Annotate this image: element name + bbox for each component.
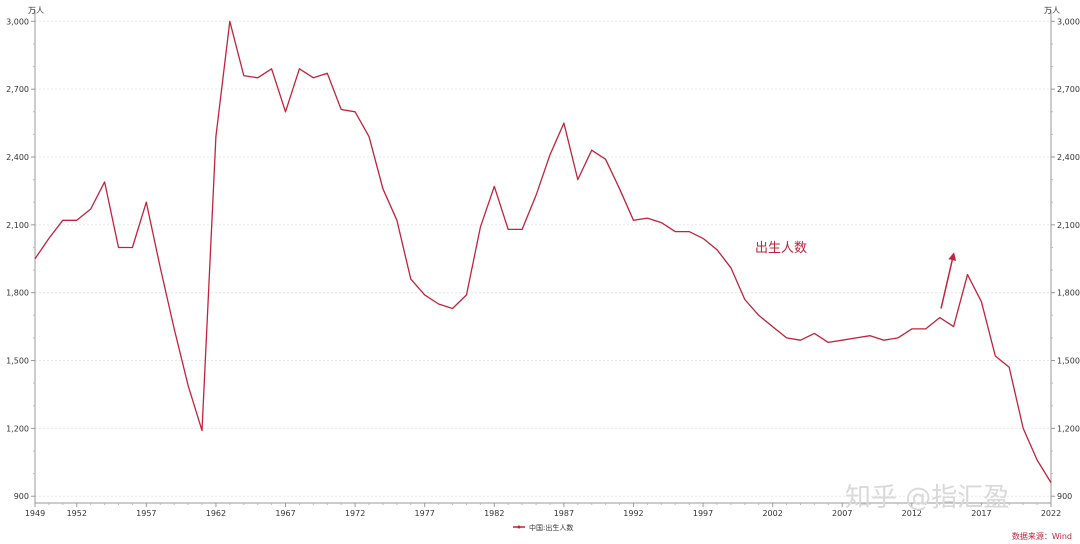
x-tick-label: 1957 <box>136 509 156 518</box>
x-tick-label: 1949 <box>25 509 45 518</box>
x-tick-label: 1952 <box>67 509 87 518</box>
right-tick-label: 1,500 <box>1057 357 1080 366</box>
right-axis-unit: 万人 <box>1044 6 1060 15</box>
right-tick-label: 3,000 <box>1057 17 1080 26</box>
x-tick-label: 1982 <box>484 509 504 518</box>
x-tick-label: 1962 <box>206 509 226 518</box>
legend: 中国:出生人数 <box>513 523 573 532</box>
annotation-label: 出生人数 <box>755 241 807 256</box>
x-tick-label: 2012 <box>902 509 922 518</box>
left-tick-label: 1,800 <box>6 289 29 298</box>
x-tick-label: 1997 <box>693 509 713 518</box>
x-tick-label: 1987 <box>554 509 574 518</box>
left-tick-label: 2,700 <box>6 85 29 94</box>
right-tick-label: 2,400 <box>1057 153 1080 162</box>
x-tick-label: 1977 <box>415 509 435 518</box>
right-tick-label: 1,800 <box>1057 289 1080 298</box>
data-source: 数据来源：Wind <box>1012 531 1072 541</box>
x-tick-label: 1967 <box>275 509 295 518</box>
left-tick-label: 2,100 <box>6 221 29 230</box>
x-tick-label: 1972 <box>345 509 365 518</box>
left-y-axis: 900 1,200 1,500 1,800 2,100 2,400 2,700 3,000 <box>6 10 36 503</box>
left-tick-label: 1,500 <box>6 357 29 366</box>
left-axis-unit: 万人 <box>28 6 44 15</box>
x-tick-label: 2017 <box>971 509 991 518</box>
right-y-axis: 900 1,200 1,500 1,800 2,100 2,400 2,700 3,000 <box>1050 10 1080 503</box>
grid-lines <box>35 20 1051 497</box>
series-line-birth-count <box>34 20 1052 483</box>
right-tick-label: 2,700 <box>1057 85 1080 94</box>
left-tick-label: 1,200 <box>6 424 29 433</box>
legend-label: 中国:出生人数 <box>529 523 573 532</box>
watermark: 知乎 @指汇盈 <box>845 483 1009 513</box>
x-tick-label: 2022 <box>1041 509 1061 518</box>
left-tick-label: 3,000 <box>6 17 29 26</box>
annotation-arrow <box>940 252 957 309</box>
right-tick-label: 1,200 <box>1057 424 1080 433</box>
x-tick-label: 1992 <box>623 509 643 518</box>
legend-marker <box>517 525 521 529</box>
x-tick-label: 2002 <box>762 509 782 518</box>
right-tick-label: 900 <box>1057 492 1072 501</box>
x-axis: 1949 1952 1957 1962 1967 1972 1977 1982 1987 1992… <box>25 502 1061 518</box>
right-tick-label: 2,100 <box>1057 221 1080 230</box>
left-tick-label: 900 <box>14 492 29 501</box>
left-tick-label: 2,400 <box>6 153 29 162</box>
series-layer <box>34 20 1052 483</box>
x-tick-label: 2007 <box>832 509 852 518</box>
